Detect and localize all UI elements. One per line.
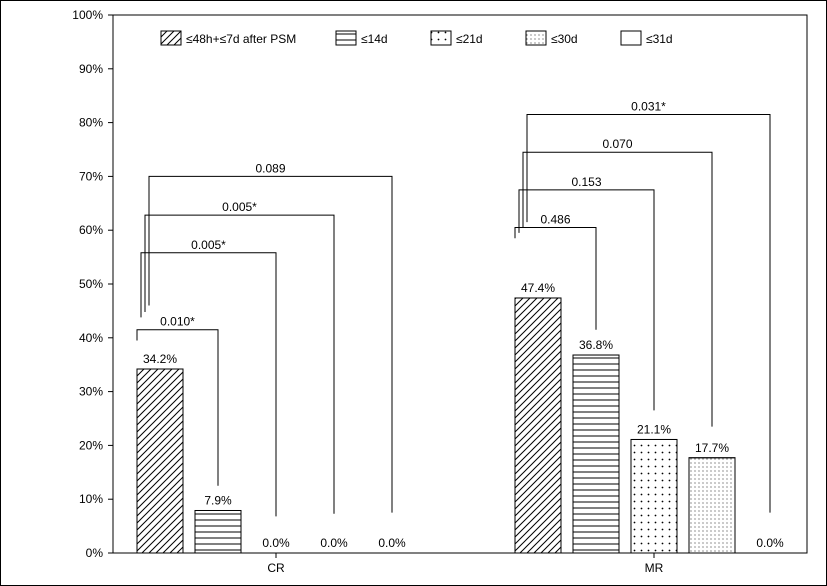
y-tick-label: 80% [79,116,103,130]
y-tick-label: 20% [79,438,103,452]
legend-label: ≤31d [646,32,673,46]
x-axis-label: MR [645,561,664,575]
bar [689,458,735,553]
comparison-label: 0.005* [222,200,257,214]
bar [515,298,561,553]
x-axis-label: CR [267,561,285,575]
bar-value-label: 17.7% [695,441,729,455]
y-tick-label: 70% [79,169,103,183]
bar-value-label: 0.0% [756,536,784,550]
comparison-label: 0.089 [255,161,285,175]
chart-container: 0% 10% 20% 30% 40% 50% 60% 70% 80% 90% 100% 34.2% 7.… [0,0,827,586]
y-tick-label: 60% [79,223,103,237]
legend-label: ≤21d [456,32,483,46]
y-tick-label: 0% [86,546,104,560]
comparison-label: 0.153 [571,175,601,189]
bar [137,369,183,553]
bar-value-label: 7.9% [204,493,232,507]
bar-value-label: 0.0% [262,536,290,550]
bar-value-label: 0.0% [320,536,348,550]
y-tick-label: 90% [79,62,103,76]
y-tick-label: 50% [79,277,103,291]
bar-value-label: 21.1% [637,422,671,436]
legend-label: ≤48h+≤7d after PSM [186,32,296,46]
bar-value-label: 47.4% [521,281,555,295]
y-tick-label: 100% [72,8,103,22]
legend-swatch [526,31,546,45]
bar-value-label: 36.8% [579,338,613,352]
bar-value-label: 0.0% [378,536,406,550]
y-tick-label: 10% [79,492,103,506]
comparison-label: 0.486 [540,213,570,227]
bar [631,439,677,553]
legend-label: ≤30d [551,32,578,46]
comparison-label: 0.031* [631,100,666,114]
bar [573,355,619,553]
legend-swatch [161,31,181,45]
legend-swatch [336,31,356,45]
comparison-label: 0.005* [191,238,226,252]
comparison-label: 0.070 [602,137,632,151]
comparison-label: 0.010* [160,315,195,329]
y-tick-label: 30% [79,385,103,399]
legend-label: ≤14d [361,32,388,46]
bar [195,510,241,553]
legend-swatch [431,31,451,45]
y-tick-label: 40% [79,331,103,345]
chart-svg: 0% 10% 20% 30% 40% 50% 60% 70% 80% 90% 100% 34.2% 7.… [1,1,826,585]
comparison-bracket [149,176,392,512]
legend-swatch [621,31,641,45]
bar-value-label: 34.2% [143,352,177,366]
